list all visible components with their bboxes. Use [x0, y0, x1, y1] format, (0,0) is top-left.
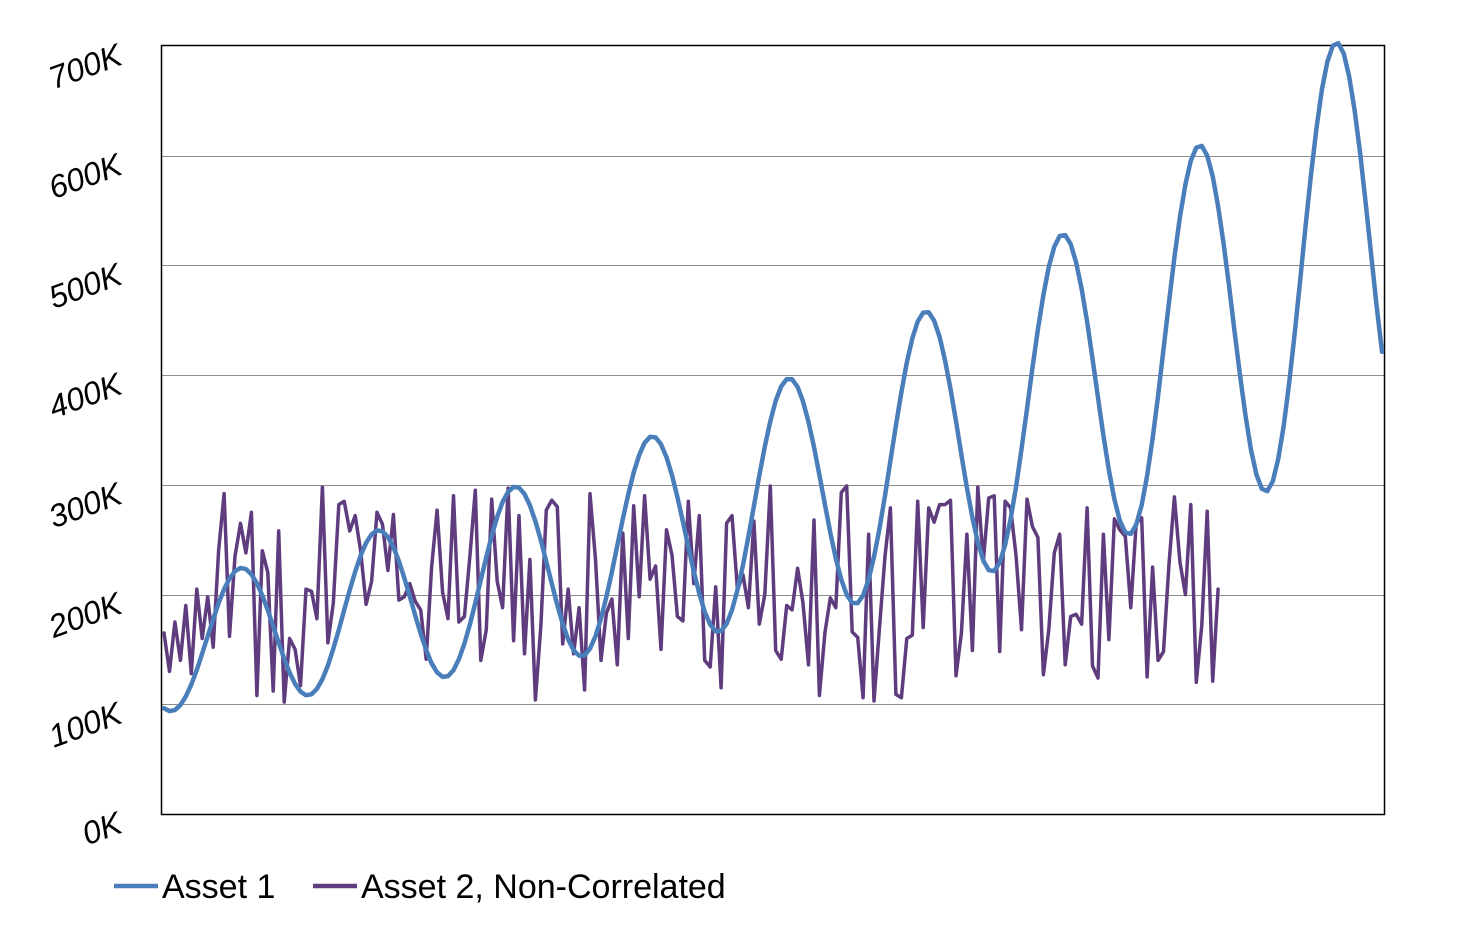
series-lines	[161, 40, 1385, 714]
y-tick-label: 100K	[44, 694, 128, 754]
legend: Asset 1 Asset 2, Non-Correlated	[114, 868, 726, 906]
series-line-1	[161, 40, 1385, 714]
legend-label: Asset 1	[162, 868, 275, 906]
legend-label: Asset 2, Non-Correlated	[361, 868, 726, 906]
y-axis-tick-labels: 0K 100K 200K 300K 400K 500K 600K 700K	[43, 36, 128, 852]
y-tick-label: 700K	[44, 36, 128, 96]
y-tick-label: 500K	[44, 256, 128, 316]
y-tick-label: 600K	[44, 146, 128, 206]
legend-item-2: Asset 2, Non-Correlated	[313, 868, 726, 906]
series-line-2	[162, 484, 1220, 704]
y-tick-label: 300K	[44, 475, 128, 535]
y-tick-label: 400K	[44, 365, 128, 425]
y-tick-label: 200K	[43, 585, 128, 645]
y-tick-label: 0K	[77, 804, 128, 852]
plot-area-border	[160, 44, 1386, 816]
legend-item-1: Asset 1	[114, 868, 275, 906]
